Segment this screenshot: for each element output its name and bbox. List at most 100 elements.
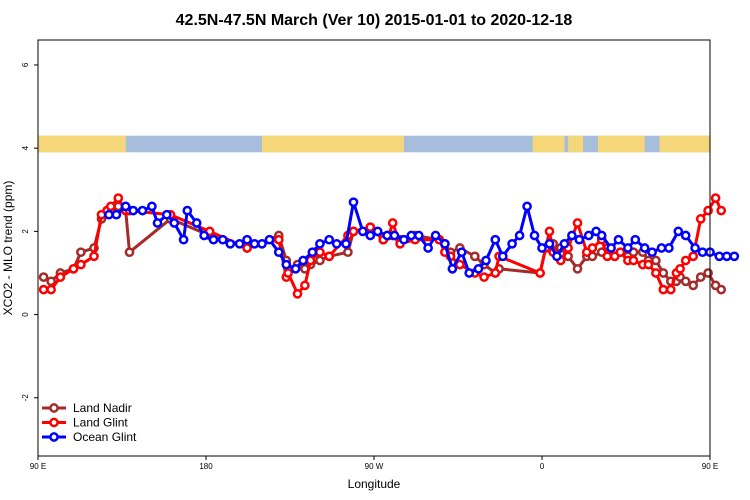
data-point <box>514 230 525 241</box>
data-point <box>208 234 219 245</box>
data-point <box>178 234 189 245</box>
data-point <box>447 263 458 274</box>
data-point <box>152 218 163 228</box>
data-point <box>413 230 424 241</box>
data-point <box>217 234 228 245</box>
data-point <box>399 234 409 245</box>
data-point <box>664 243 674 253</box>
data-point <box>690 243 700 253</box>
land-strip-segment <box>38 135 126 153</box>
data-point <box>257 238 267 249</box>
data-point <box>535 268 545 278</box>
y-tick-label: 2 <box>21 229 30 234</box>
data-point <box>596 230 607 241</box>
data-point <box>606 243 616 253</box>
data-point <box>382 230 392 241</box>
data-point <box>242 243 252 253</box>
data-point <box>572 263 583 274</box>
data-point <box>456 247 467 258</box>
data-point <box>721 251 732 262</box>
data-point <box>583 230 594 241</box>
legend-marker <box>49 432 59 442</box>
data-point <box>680 255 691 266</box>
data-point <box>46 284 56 295</box>
data-point <box>147 201 157 212</box>
data-point <box>675 263 685 274</box>
data-point <box>343 247 353 258</box>
data-point <box>490 234 501 245</box>
land-strip-segment <box>568 135 584 153</box>
data-point <box>348 197 359 208</box>
data-point <box>169 218 180 228</box>
data-point <box>348 226 359 237</box>
data-point <box>716 284 727 295</box>
series-ocean-glint <box>104 197 740 278</box>
data-point <box>124 247 135 258</box>
data-point <box>290 263 301 274</box>
data-point <box>357 226 368 237</box>
legend-label: Land Glint <box>73 416 128 430</box>
data-point <box>199 230 209 241</box>
plot-series <box>38 193 740 299</box>
y-tick-label: -2 <box>21 394 30 402</box>
data-point <box>76 259 86 270</box>
land-ocean-strip <box>38 135 710 153</box>
data-point <box>623 243 633 253</box>
data-point <box>292 288 303 299</box>
x-tick-label: 90 E <box>30 462 46 471</box>
x-tick-label: 90 W <box>365 462 384 471</box>
data-point <box>651 255 661 266</box>
data-point <box>89 251 99 262</box>
data-point <box>307 247 318 258</box>
data-point <box>298 255 308 266</box>
data-point <box>423 243 433 253</box>
data-point <box>615 247 626 258</box>
data-point <box>552 251 562 262</box>
data-point <box>630 234 641 245</box>
data-point <box>703 268 713 278</box>
data-point <box>680 276 691 287</box>
data-point <box>716 205 727 216</box>
data-point <box>656 243 667 253</box>
data-point <box>315 238 325 249</box>
land-strip-segment <box>659 135 710 153</box>
data-point <box>658 268 669 278</box>
data-point <box>128 205 139 216</box>
data-point <box>234 238 245 249</box>
data-point <box>537 243 547 253</box>
data-point <box>440 238 450 249</box>
data-point <box>283 268 293 278</box>
data-point <box>643 259 654 270</box>
data-point <box>68 263 79 274</box>
legend-entry: Land Nadir <box>42 401 132 415</box>
data-point <box>387 218 398 228</box>
data-point <box>613 234 624 245</box>
legend-label: Land Nadir <box>73 401 132 415</box>
data-point <box>602 251 613 262</box>
data-point <box>490 268 501 278</box>
data-point <box>55 272 66 282</box>
y-axis-label: XCO2 - MLO trend (ppm) <box>1 181 15 316</box>
data-point <box>665 284 676 295</box>
data-point <box>703 205 713 216</box>
data-point <box>38 284 49 295</box>
data-point <box>300 280 310 291</box>
y-tick-label: 4 <box>21 145 30 150</box>
data-point <box>697 247 708 258</box>
data-point <box>522 201 532 212</box>
data-point <box>113 193 124 203</box>
data-point <box>529 230 540 241</box>
data-point <box>182 205 193 216</box>
data-point <box>628 255 639 266</box>
land-strip-segment <box>532 135 565 153</box>
legend-marker <box>49 417 59 428</box>
legend-entry: Land Glint <box>42 416 128 430</box>
data-point <box>688 251 699 262</box>
data-point <box>406 230 417 241</box>
data-point <box>137 205 148 216</box>
x-axis: 90 E 180 90 W 0 90 E <box>30 456 718 471</box>
land-strip-segment <box>262 135 404 153</box>
data-point <box>111 209 122 220</box>
